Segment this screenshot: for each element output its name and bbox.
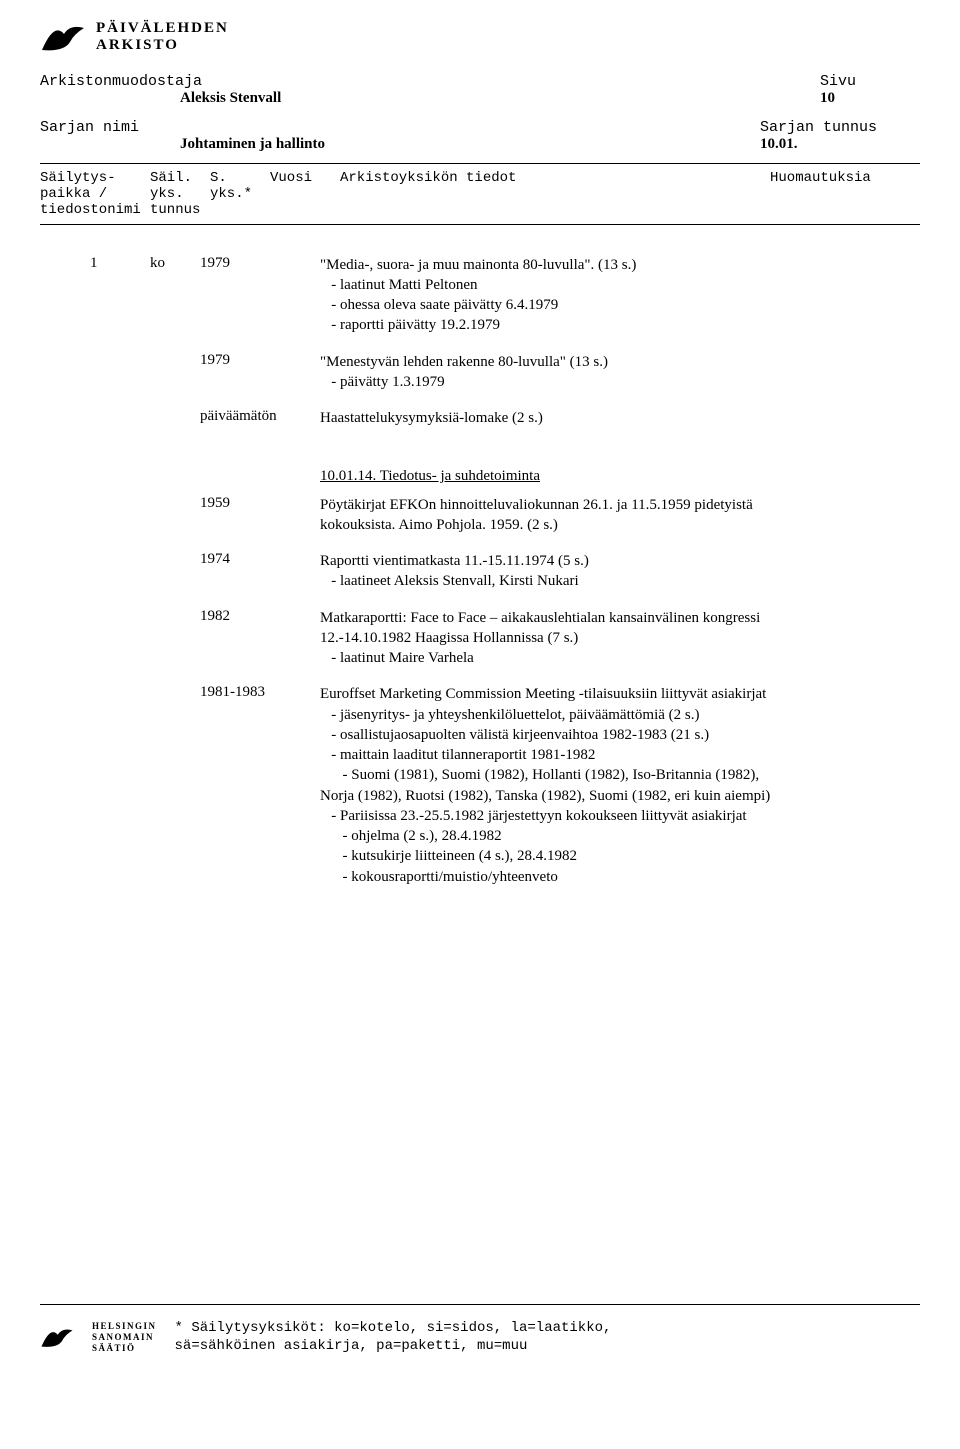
sarjan-tunnus-value: 10.01.: [760, 136, 920, 153]
cell-seq: [90, 408, 150, 428]
sivu-value: 10: [820, 90, 920, 107]
cell-notes: [790, 408, 920, 428]
logo-line1: PÄIVÄLEHDEN: [96, 20, 229, 37]
table-row: päiväämätönHaastattelukysymyksiä-lomake …: [40, 408, 920, 428]
table-row: 1982Matkaraportti: Face to Face – aikaka…: [40, 608, 920, 669]
col-sail-yks-tunnus: Säil. yks. tunnus: [150, 170, 210, 218]
cell-desc: Pöytäkirjat EFKOn hinnoitteluvaliokunnan…: [320, 495, 790, 536]
logo-line2: ARKISTO: [96, 37, 229, 54]
table-row: 1979"Menestyvän lehden rakenne 80-luvull…: [40, 352, 920, 393]
col-s-yks: S. yks.*: [210, 170, 270, 218]
content-area: 1ko1979"Media-, suora- ja muu mainonta 8…: [40, 225, 920, 1305]
cell-unit: [150, 608, 200, 669]
logo-text: PÄIVÄLEHDEN ARKISTO: [96, 20, 229, 55]
table-row: 1974Raportti vientimatkasta 11.-15.11.19…: [40, 551, 920, 592]
table-row: 1ko1979"Media-, suora- ja muu mainonta 8…: [40, 255, 920, 336]
header-row-2: Sarjan nimi Johtaminen ja hallinto Sarja…: [40, 119, 920, 153]
cell-unit: ko: [150, 255, 200, 336]
cell-desc: Matkaraportti: Face to Face – aikakausle…: [320, 608, 790, 669]
footnote: * Säilytysyksiköt: ko=kotelo, si=sidos, …: [175, 1319, 612, 1357]
cell-seq: [90, 608, 150, 669]
cell-desc: Raportti vientimatkasta 11.-15.11.1974 (…: [320, 551, 790, 592]
cell-desc: Euroffset Marketing Commission Meeting -…: [320, 684, 790, 887]
col-huomautuksia: Huomautuksia: [770, 170, 920, 218]
section-title: 10.01.14. Tiedotus- ja suhdetoiminta: [320, 466, 780, 486]
col-vuosi: Vuosi: [270, 170, 340, 218]
cell-desc: Haastattelukysymyksiä-lomake (2 s.): [320, 408, 790, 428]
cell-unit: [150, 408, 200, 428]
table-header: Säilytys- paikka / tiedostonimi Säil. yk…: [40, 163, 920, 225]
cell-year: 1979: [200, 352, 320, 393]
cell-year: 1974: [200, 551, 320, 592]
footer: HELSINGIN SANOMAIN SÄÄTIÖ * Säilytysyksi…: [40, 1319, 920, 1357]
cell-unit: [150, 495, 200, 536]
cell-seq: [90, 684, 150, 887]
header-row-1: Arkistonmuodostaja Aleksis Stenvall Sivu…: [40, 73, 920, 107]
section-heading-row: 10.01.14. Tiedotus- ja suhdetoiminta: [40, 466, 920, 492]
cell-notes: [790, 551, 920, 592]
arkistonmuodostaja-value: Aleksis Stenvall: [40, 90, 820, 107]
cell-notes: [790, 608, 920, 669]
cell-notes: [790, 352, 920, 393]
cell-unit: [150, 352, 200, 393]
cell-year: 1979: [200, 255, 320, 336]
cell-unit: [150, 684, 200, 887]
col-arkistoyksikon-tiedot: Arkistoyksikön tiedot: [340, 170, 770, 218]
cell-unit: [150, 551, 200, 592]
cell-desc: "Media-, suora- ja muu mainonta 80-luvul…: [320, 255, 790, 336]
top-logo: PÄIVÄLEHDEN ARKISTO: [40, 20, 920, 55]
sarjan-tunnus-label: Sarjan tunnus: [760, 119, 920, 136]
sarjan-nimi-label: Sarjan nimi: [40, 119, 760, 136]
cell-year: päiväämätön: [200, 408, 320, 428]
sivu-label: Sivu: [820, 73, 920, 90]
sarjan-nimi-value: Johtaminen ja hallinto: [40, 136, 760, 153]
cell-year: 1981-1983: [200, 684, 320, 887]
table-row: 1981-1983Euroffset Marketing Commission …: [40, 684, 920, 887]
cell-desc: "Menestyvän lehden rakenne 80-luvulla" (…: [320, 352, 790, 393]
cell-notes: [790, 495, 920, 536]
cell-seq: 1: [90, 255, 150, 336]
cell-year: 1959: [200, 495, 320, 536]
footer-logo-icon: [40, 1324, 74, 1350]
cell-notes: [790, 255, 920, 336]
cell-seq: [90, 352, 150, 393]
col-sailytyspaikka: Säilytys- paikka / tiedostonimi: [40, 170, 150, 218]
cell-notes: [790, 684, 920, 887]
bird-icon: [40, 20, 86, 54]
arkistonmuodostaja-label: Arkistonmuodostaja: [40, 73, 820, 90]
footer-logo-text: HELSINGIN SANOMAIN SÄÄTIÖ: [92, 1321, 157, 1353]
cell-year: 1982: [200, 608, 320, 669]
cell-seq: [90, 551, 150, 592]
table-row: 1959Pöytäkirjat EFKOn hinnoitteluvalioku…: [40, 495, 920, 536]
cell-seq: [90, 495, 150, 536]
